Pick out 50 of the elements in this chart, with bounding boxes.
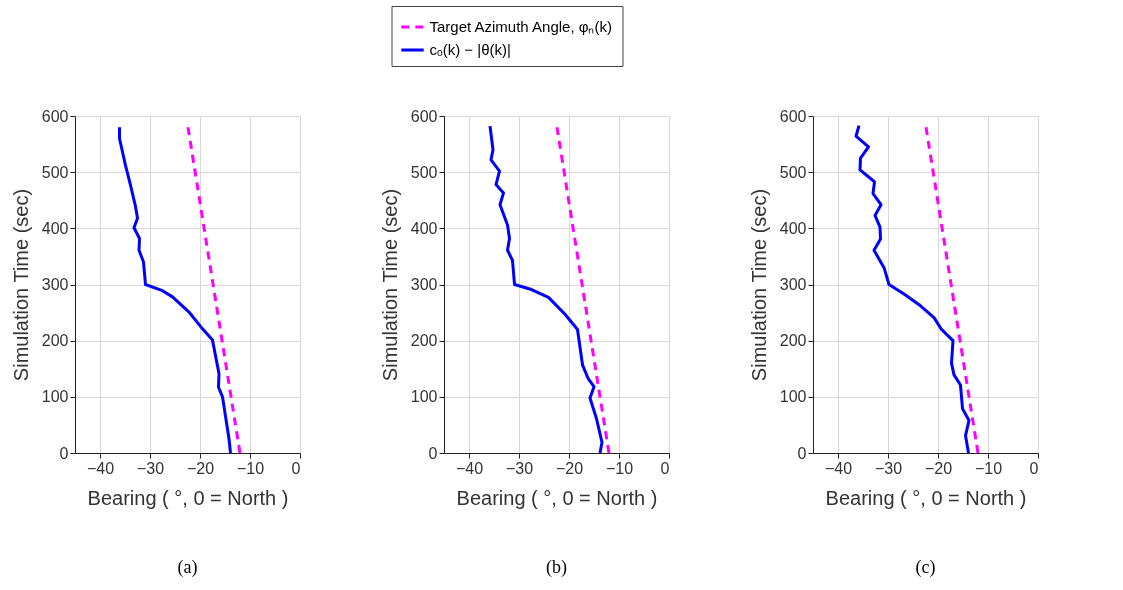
- x-tick-label: −10: [605, 459, 634, 477]
- line-series: [118, 125, 232, 455]
- y-axis-title: Simulation Time (sec): [747, 188, 770, 382]
- x-tick-label: 0: [291, 459, 301, 477]
- line-series: [488, 124, 604, 455]
- y-axis-title: Simulation Time (sec): [9, 188, 32, 382]
- y-tick-label: 500: [779, 163, 807, 181]
- y-tick-label: 200: [779, 332, 807, 350]
- text: (b): [546, 557, 567, 578]
- y-tick-label: 100: [41, 388, 69, 406]
- y-tick-label: 300: [779, 276, 807, 293]
- y-tick-label: 600: [410, 107, 438, 125]
- x-tick-label: −30: [505, 459, 534, 477]
- y-tick-label: 100: [779, 388, 807, 406]
- x-axis-title: Bearing ( °, 0 = North ): [456, 486, 658, 509]
- x-tick-label: −10: [974, 459, 1003, 477]
- y-tick-label: 0: [428, 444, 438, 462]
- x-tick-label: −20: [186, 459, 215, 477]
- y-tick-label: 0: [797, 444, 807, 462]
- x-tick-label: −40: [86, 459, 115, 477]
- legend-label: Target Azimuth Angle, φₙ(k): [429, 18, 612, 35]
- x-tick-label: −40: [455, 459, 484, 477]
- y-tick-label: 300: [41, 276, 69, 293]
- y-tick-label: 200: [410, 332, 438, 350]
- y-tick-label: 500: [410, 163, 438, 181]
- x-tick-label: −40: [824, 459, 853, 477]
- line-series: [854, 124, 971, 455]
- text: (a): [177, 557, 198, 578]
- text: (c): [915, 557, 936, 578]
- y-tick-label: 400: [779, 219, 807, 237]
- y-tick-label: 100: [410, 388, 438, 406]
- x-tick-label: −30: [874, 459, 903, 477]
- y-tick-label: 400: [41, 219, 69, 237]
- legend-label: cₒ(k) − |θ(k)|: [429, 41, 511, 58]
- x-tick-label: 0: [1029, 459, 1039, 477]
- y-tick-label: 200: [41, 332, 69, 350]
- y-tick-label: 0: [59, 444, 69, 462]
- x-tick-label: −20: [555, 459, 584, 477]
- x-tick-label: −30: [136, 459, 165, 477]
- y-tick-label: 600: [779, 107, 807, 125]
- x-tick-label: −10: [236, 459, 265, 477]
- y-tick-label: 300: [410, 276, 438, 293]
- y-axis-title: Simulation Time (sec): [378, 188, 401, 382]
- x-tick-label: −20: [924, 459, 953, 477]
- x-axis-title: Bearing ( °, 0 = North ): [87, 486, 289, 509]
- y-tick-label: 400: [410, 219, 438, 237]
- y-tick-label: 500: [41, 163, 69, 181]
- x-axis-title: Bearing ( °, 0 = North ): [825, 486, 1027, 509]
- x-tick-label: 0: [660, 459, 670, 477]
- y-tick-label: 600: [41, 107, 69, 125]
